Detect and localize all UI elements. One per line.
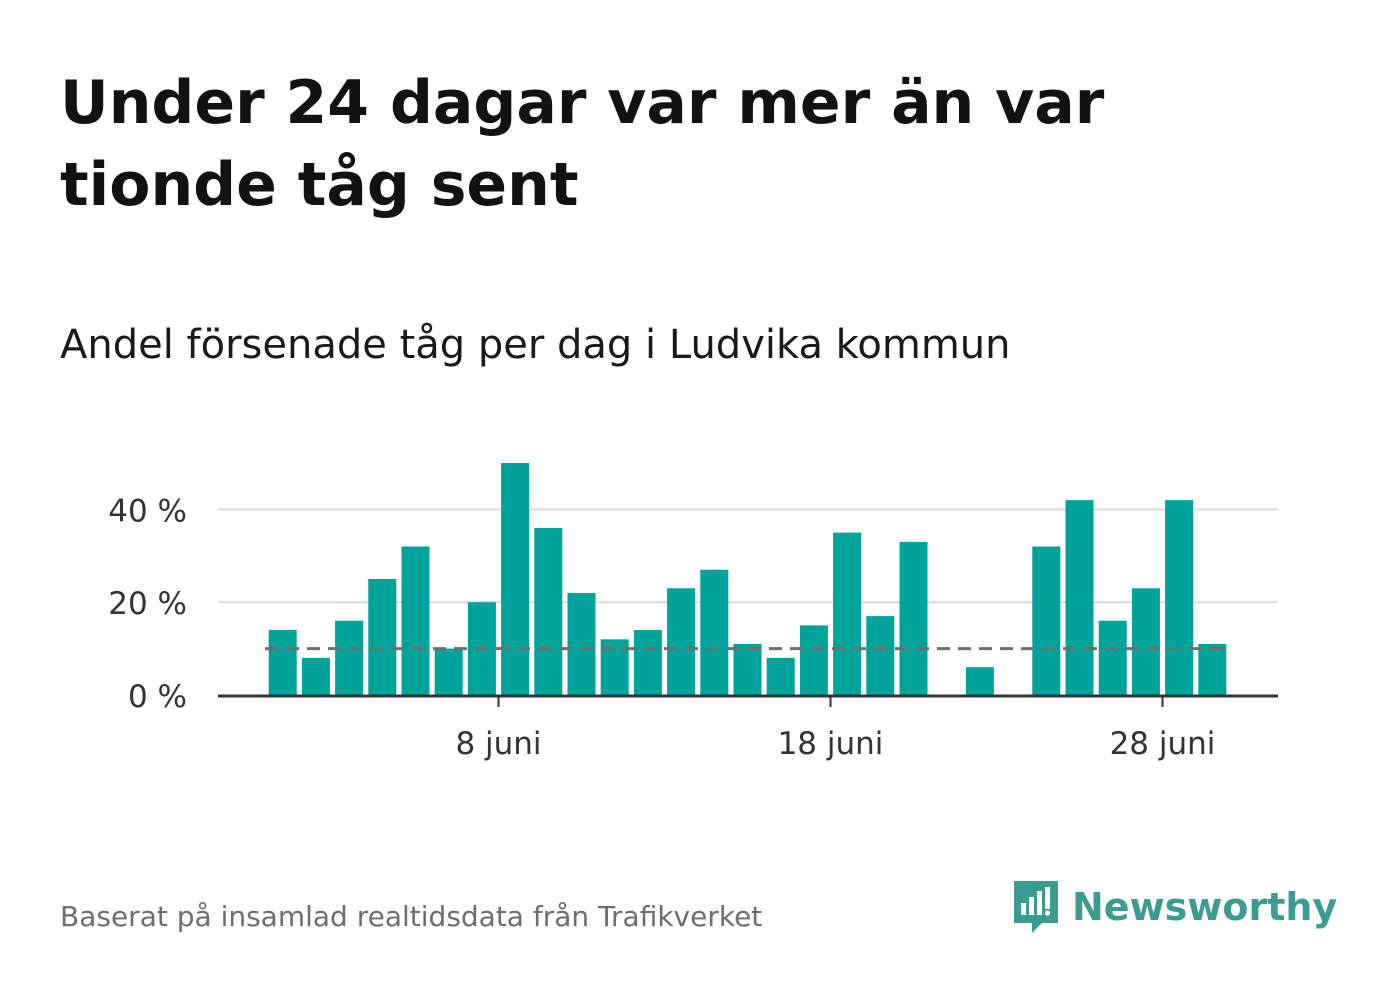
bar [1198, 643, 1227, 695]
bar [1131, 588, 1160, 695]
y-tick-label: 0 % [128, 679, 187, 715]
bar [434, 648, 463, 695]
bar [534, 527, 563, 695]
bar [667, 588, 696, 695]
bar [335, 620, 364, 695]
bar [733, 643, 762, 695]
bar [401, 546, 430, 695]
newsworthy-logo-icon [1014, 881, 1058, 933]
bar [633, 630, 662, 695]
bar [1165, 500, 1194, 695]
chart-subtitle: Andel försenade tåg per dag i Ludvika ko… [60, 322, 1011, 368]
y-axis-ticks: 0 % 20 % 40 % [108, 493, 187, 715]
bar [301, 657, 330, 695]
brand-name: Newsworthy [1072, 885, 1338, 929]
bar [965, 667, 994, 695]
bar [866, 616, 895, 695]
y-tick-label: 20 % [108, 586, 187, 622]
chart-title: Under 24 dagar var mer än var tionde tåg… [60, 68, 1105, 220]
x-tick-label: 8 juni [455, 726, 541, 762]
bar [899, 541, 928, 695]
y-tick-label: 40 % [108, 493, 187, 529]
bar [1098, 620, 1127, 695]
bar [766, 657, 795, 695]
bar [799, 625, 828, 695]
x-tick-label: 28 juni [1110, 726, 1216, 762]
bar [833, 532, 862, 695]
source-note: Baserat på insamlad realtidsdata från Tr… [60, 900, 763, 933]
bar [268, 630, 297, 695]
bar [700, 569, 729, 695]
bars [268, 463, 1227, 695]
bar [1032, 546, 1061, 695]
x-axis: 8 juni 18 juni 28 juni [218, 694, 1278, 762]
bar [501, 463, 530, 695]
bar [1065, 500, 1094, 695]
bar [368, 579, 397, 695]
bar [567, 592, 596, 695]
brand: Newsworthy [1010, 877, 1337, 937]
x-tick-label: 18 juni [778, 726, 884, 762]
